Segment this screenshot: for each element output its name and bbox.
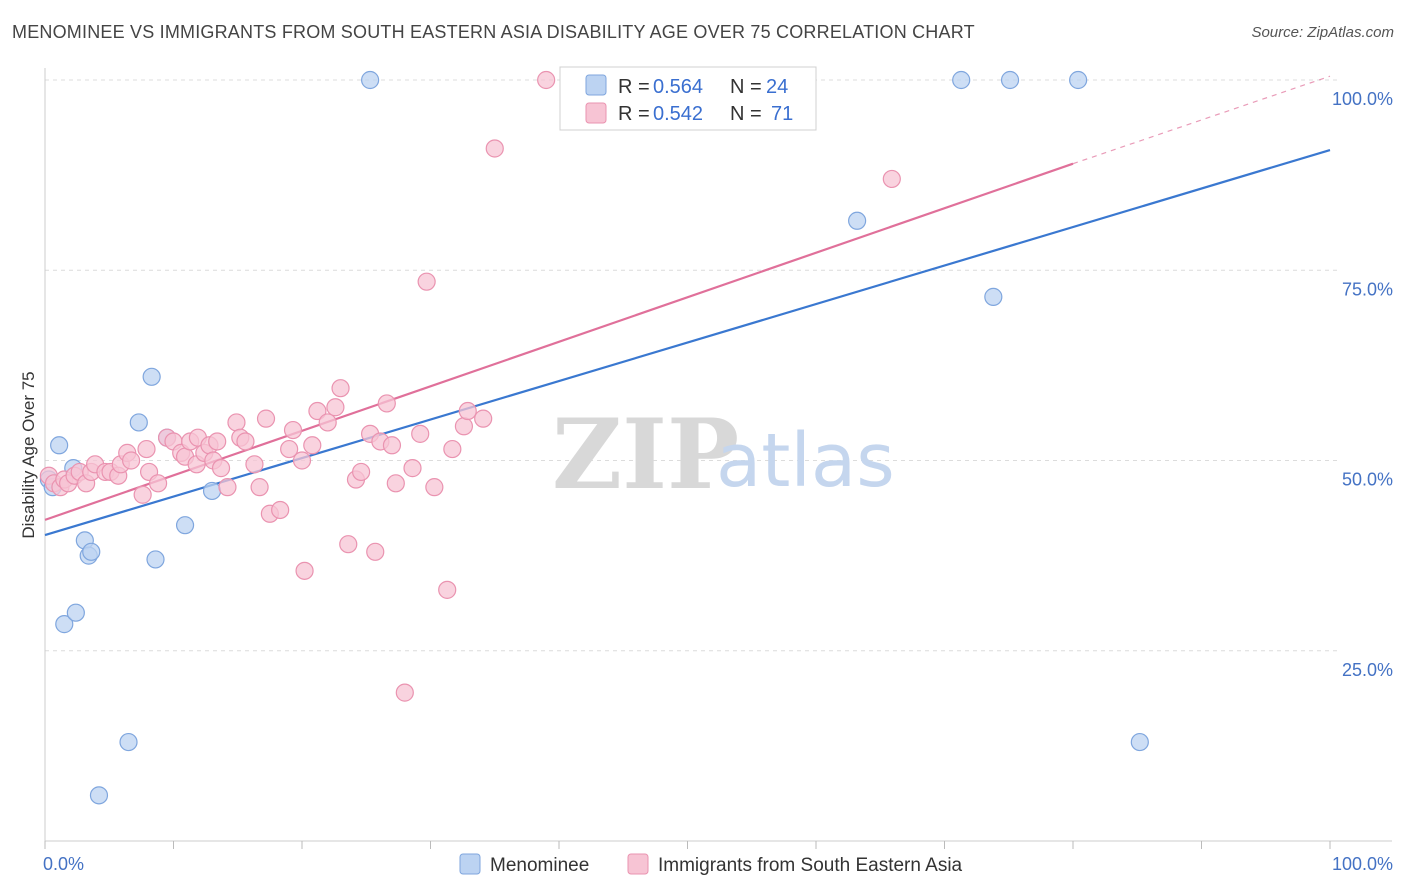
legend-series-immigrants: Immigrants from South Eastern Asia: [658, 855, 963, 876]
y-tick-label-2: 75.0%: [1342, 279, 1393, 299]
watermark: ZIP atlas: [552, 398, 895, 511]
point-s1-49: [331, 379, 350, 398]
axes: [44, 68, 1392, 849]
correlation-legend: R = 0.564 N = 24 R = 0.542 N = 71: [559, 66, 817, 131]
point-s1-48: [326, 398, 345, 417]
point-s1-68: [485, 139, 504, 158]
point-s1-17: [137, 439, 156, 459]
series-legend: Menominee Immigrants from South Eastern …: [459, 853, 963, 876]
point-s0-13: [146, 550, 165, 569]
legend-swatch-immigrants: [627, 853, 649, 875]
point-s1-33: [227, 413, 246, 432]
y-tick-label-3: 100.0%: [1332, 89, 1393, 109]
point-s1-60: [411, 424, 430, 443]
point-s1-37: [250, 478, 269, 497]
point-s1-62: [425, 478, 444, 497]
point-s1-69: [537, 70, 556, 90]
point-s1-41: [280, 439, 299, 459]
chart-source: Source: ZipAtlas.com: [1251, 24, 1394, 41]
point-s1-61: [417, 272, 436, 291]
grid-lines: [45, 79, 1340, 652]
point-s1-64: [443, 439, 462, 459]
point-s0-12: [142, 367, 161, 386]
point-s0-9: [89, 786, 109, 805]
point-s1-44: [295, 561, 314, 580]
point-s1-45: [303, 436, 322, 455]
watermark-atlas: atlas: [716, 418, 895, 504]
point-s0-11: [129, 413, 148, 432]
point-s0-2: [50, 436, 69, 455]
point-s1-58: [386, 474, 405, 493]
legend-n-label-1: N =: [730, 76, 762, 98]
point-s1-70: [882, 169, 901, 189]
point-s1-43: [292, 451, 312, 470]
point-s0-23: [1130, 732, 1149, 752]
y-tick-label-1: 50.0%: [1342, 470, 1393, 490]
point-s0-5: [66, 603, 85, 622]
point-s1-38: [256, 409, 276, 428]
legend-r-label-2: R =: [618, 103, 650, 125]
y-axis-label: Disability Age Over 75: [19, 371, 38, 538]
point-s1-42: [283, 420, 303, 440]
chart-title: MENOMINEE VS IMMIGRANTS FROM SOUTH EASTE…: [12, 22, 975, 42]
point-s1-52: [352, 462, 371, 482]
watermark-zip: ZIP: [552, 398, 739, 511]
legend-r-value-1: 0.564: [653, 76, 703, 98]
legend-series-menominee: Menominee: [490, 855, 589, 876]
legend-n-value-2: 71: [771, 103, 793, 125]
point-s1-19: [148, 474, 168, 493]
point-s1-71: [395, 683, 414, 702]
trend-extension-s1: [1072, 75, 1331, 165]
point-s0-22: [1069, 70, 1088, 90]
data-points: [39, 70, 1149, 805]
point-s1-32: [218, 478, 237, 497]
x-tick-label-0: 0.0%: [43, 854, 84, 874]
point-s0-10: [119, 732, 138, 752]
point-s0-17: [361, 70, 380, 90]
point-s0-16: [202, 481, 222, 501]
point-s1-15: [121, 451, 141, 470]
point-s1-66: [458, 401, 477, 421]
point-s0-19: [952, 70, 971, 90]
point-s0-21: [984, 287, 1003, 306]
y-tick-label-0: 25.0%: [1342, 660, 1393, 680]
point-s0-15: [175, 516, 195, 535]
point-s0-18: [848, 211, 867, 230]
legend-n-value-1: 24: [766, 76, 788, 98]
x-tick-labels: 0.0% 100.0%: [43, 854, 1393, 874]
legend-n-label-2: N =: [730, 103, 762, 125]
y-tick-labels: 25.0% 50.0% 75.0% 100.0%: [1332, 89, 1393, 680]
x-tick-label-1: 100.0%: [1332, 854, 1393, 874]
point-s1-31: [211, 459, 231, 478]
legend-r-label-1: R =: [618, 76, 650, 98]
point-s0-3: [55, 615, 74, 634]
point-s1-54: [366, 542, 385, 561]
point-s1-67: [474, 409, 493, 428]
point-s1-47: [318, 413, 337, 432]
point-s1-16: [133, 485, 152, 504]
point-s0-20: [1000, 70, 1020, 90]
point-s1-36: [245, 455, 264, 474]
legend-swatch-menominee: [459, 853, 481, 875]
point-s1-63: [438, 580, 457, 599]
point-s1-46: [308, 401, 327, 421]
point-s1-56: [377, 394, 396, 413]
point-s1-65: [454, 417, 474, 436]
point-s1-57: [382, 436, 402, 455]
point-s0-8: [82, 542, 101, 561]
point-s1-40: [271, 500, 290, 520]
legend-swatch-blue: [585, 74, 607, 96]
legend-swatch-pink: [585, 102, 607, 124]
point-s1-30: [208, 432, 227, 451]
legend-r-value-2: 0.542: [653, 103, 703, 125]
point-s1-50: [339, 535, 358, 554]
point-s1-59: [403, 459, 422, 478]
point-s1-35: [236, 432, 255, 451]
